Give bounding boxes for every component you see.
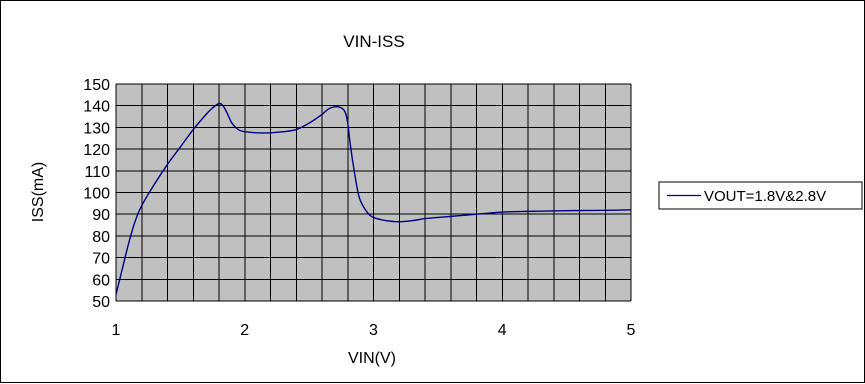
y-tick-label: 140 — [83, 99, 110, 116]
x-tick-label: 1 — [112, 322, 121, 339]
y-tick-label: 120 — [83, 142, 110, 159]
y-tick-label: 70 — [92, 251, 110, 268]
x-axis-label: VIN(V) — [348, 350, 396, 367]
y-tick-label: 110 — [84, 164, 110, 181]
y-tick-label: 80 — [92, 229, 110, 246]
y-tick-label: 90 — [92, 207, 110, 224]
x-tick-label: 4 — [498, 322, 507, 339]
legend-label: VOUT=1.8V&2.8V — [704, 188, 826, 205]
legend: VOUT=1.8V&2.8V — [658, 181, 863, 210]
series-lines — [115, 102, 632, 295]
y-tick-label: 50 — [92, 294, 110, 311]
chart-title: VIN-ISS — [343, 32, 404, 51]
x-tick-labels: 1 2 3 4 5 — [112, 322, 636, 339]
y-tick-label: 150 — [83, 77, 110, 94]
grid-lines — [115, 83, 632, 302]
y-axis-label: ISS(mA) — [30, 162, 47, 222]
x-tick-label: 3 — [369, 322, 378, 339]
y-tick-label: 130 — [83, 120, 110, 137]
y-tick-labels: 50 60 70 80 90 100 110 120 130 140 150 — [83, 77, 110, 311]
x-tick-label: 2 — [240, 322, 249, 339]
series-line — [115, 102, 632, 295]
y-tick-label: 100 — [83, 186, 110, 203]
x-tick-label: 5 — [627, 322, 636, 339]
y-tick-label: 60 — [92, 272, 110, 289]
